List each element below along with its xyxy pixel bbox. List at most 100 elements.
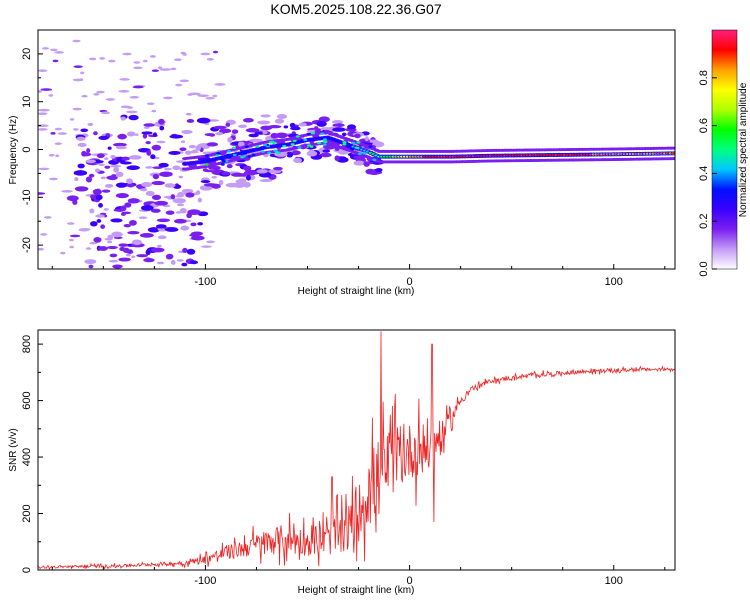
heat-cell	[221, 155, 226, 159]
heat-cell	[104, 165, 111, 169]
heat-cell	[341, 132, 347, 137]
heat-cell	[164, 167, 172, 171]
heat-cell	[145, 141, 151, 145]
colorbar: 0.0 0.2 0.4 0.6 0.8 Normalized spectral ampl…	[698, 29, 749, 277]
heat-cell	[143, 123, 155, 127]
heat-cell	[221, 160, 226, 163]
heat-cell	[73, 128, 79, 131]
heat-cell	[96, 219, 102, 223]
heat-cell	[100, 224, 106, 229]
heat-cell	[158, 162, 169, 168]
heat-cell	[115, 145, 127, 150]
heat-cell	[77, 142, 87, 148]
heat-cell	[322, 149, 331, 153]
heat-cell	[113, 166, 120, 173]
heat-cell	[112, 264, 123, 269]
heat-cell	[99, 57, 106, 60]
heat-cell	[180, 51, 186, 55]
heat-cell	[54, 142, 62, 146]
heat-cell	[180, 225, 190, 231]
heat-cell	[295, 135, 300, 138]
heat-cell	[126, 253, 131, 257]
colorbar-gradient	[711, 29, 738, 270]
heat-cell	[231, 129, 239, 134]
heat-cell	[323, 140, 328, 144]
heat-cell	[227, 136, 233, 143]
heat-cell	[117, 133, 127, 140]
heat-cell	[226, 163, 233, 169]
heat-cell	[227, 150, 232, 153]
heat-cell	[216, 152, 221, 155]
heat-cell	[221, 128, 232, 134]
heat-cell	[81, 150, 87, 157]
heat-cell	[165, 253, 174, 260]
heat-cell	[175, 83, 183, 87]
y-tick-label: 800	[21, 335, 33, 353]
x-tick-label: 100	[605, 575, 623, 587]
heat-cell	[69, 118, 75, 121]
snr-y-label: SNR (v/v)	[8, 428, 19, 471]
heat-cell	[96, 90, 105, 94]
heat-cell	[89, 208, 95, 214]
heat-cell	[38, 69, 48, 72]
heat-cell	[132, 85, 144, 89]
heat-cell	[251, 153, 256, 156]
heat-cell	[145, 166, 153, 169]
heat-cell	[119, 78, 130, 81]
heat-cell	[141, 182, 153, 188]
heat-cell	[672, 152, 675, 155]
heat-cell	[191, 235, 205, 241]
heat-cell	[188, 92, 201, 96]
heat-cell	[173, 58, 182, 61]
heat-cell	[363, 161, 370, 167]
heat-cell	[103, 208, 109, 211]
heat-cell	[157, 244, 162, 248]
heat-cell	[195, 145, 201, 151]
heat-cell	[186, 119, 195, 123]
heat-cell	[179, 207, 187, 214]
heat-cell	[257, 120, 271, 125]
heat-cell	[157, 235, 167, 240]
heat-cell	[138, 216, 148, 220]
heat-cell	[283, 125, 289, 129]
heat-cell	[124, 202, 132, 208]
heat-cell	[43, 216, 52, 219]
heat-cell	[151, 180, 165, 186]
heat-cell	[365, 168, 376, 175]
heat-cell	[213, 125, 227, 130]
heat-cell	[170, 260, 176, 265]
heat-cell	[273, 166, 283, 171]
heat-cell	[310, 132, 315, 135]
heat-cell	[213, 50, 219, 54]
heat-cell	[38, 247, 44, 251]
heat-cell	[165, 227, 179, 232]
heat-cell	[270, 132, 279, 139]
heat-cell	[143, 126, 150, 129]
heat-cell	[267, 151, 272, 155]
heat-cell	[172, 198, 187, 204]
heat-cell	[143, 257, 155, 263]
heat-cell	[225, 122, 231, 127]
heat-cell	[331, 120, 344, 124]
heat-cell	[185, 192, 195, 198]
heat-cell	[142, 133, 148, 139]
heat-cell	[142, 59, 148, 63]
heat-cell	[84, 259, 97, 265]
heat-cell	[89, 241, 98, 245]
heat-cell	[184, 150, 192, 155]
heat-cell	[354, 133, 361, 139]
heat-cell	[100, 176, 106, 180]
heat-cell	[145, 190, 155, 196]
heat-cell	[259, 178, 273, 183]
heat-cell	[95, 214, 105, 218]
heat-cell	[241, 155, 246, 158]
heat-cell	[244, 145, 249, 148]
heat-cell	[179, 79, 189, 83]
heat-cell	[212, 94, 218, 98]
heat-cell	[323, 138, 328, 141]
heat-cell	[159, 171, 173, 177]
heat-cell	[115, 171, 124, 178]
colorbar-label: Normalized spectral amplitude	[738, 82, 749, 217]
heat-cell	[268, 141, 273, 144]
heat-cell	[320, 132, 325, 135]
